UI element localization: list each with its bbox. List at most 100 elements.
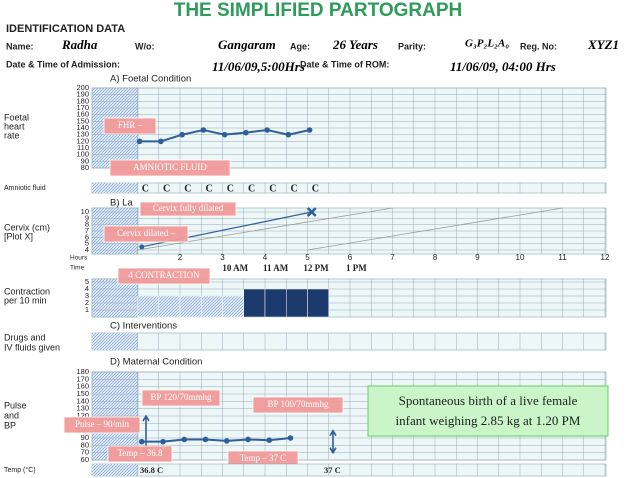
axis-label: BP: [4, 420, 16, 430]
note-text: BP 120/70mmhg: [151, 392, 212, 402]
axis-label: IV fluids given: [4, 342, 60, 352]
fhr-point: [179, 131, 185, 138]
time-label: 1 PM: [346, 263, 367, 273]
label: Date & Time of ROM:: [300, 59, 389, 69]
note-text: Temp – 36.8: [117, 448, 163, 458]
tick-label: 170: [76, 103, 89, 112]
drugs-row: [91, 332, 607, 351]
amniotic-value: C: [206, 183, 213, 194]
hour-label: 8: [433, 253, 438, 262]
temp-value: 37 C: [324, 465, 341, 475]
label: Date & Time of Admission:: [6, 59, 120, 69]
tick-label: 160: [76, 110, 89, 119]
label: Name:: [6, 41, 34, 51]
pulse-line: [141, 437, 291, 443]
note-box: [252, 396, 344, 414]
tick-label: 130: [76, 404, 89, 413]
tick-label: 140: [76, 123, 89, 132]
bp-arrow: [329, 429, 337, 455]
birth-box: [367, 385, 609, 437]
hour-label: 3: [220, 253, 225, 262]
fhr-point: [264, 127, 270, 133]
axis-label: Contraction: [4, 286, 50, 296]
fhr-point: [200, 127, 207, 133]
value: 26 Years: [332, 37, 378, 52]
note-box: [63, 416, 141, 434]
contraction-bar: [222, 295, 244, 318]
birth-text: infant weighing 2.85 kg at 1.20 PM: [396, 413, 581, 428]
tick-label: 7: [85, 226, 89, 235]
tick-label: 150: [76, 116, 89, 125]
amniotic-value: C: [291, 183, 298, 194]
contraction-bar: [307, 288, 329, 318]
tick-label: 5: [85, 239, 89, 248]
section-heading: C) Interventions: [110, 321, 177, 332]
value: G₃P₂L₂A₀: [465, 38, 509, 50]
hour-label: 7: [390, 253, 395, 262]
note-box: [107, 445, 173, 463]
fhr-point: [285, 131, 292, 138]
note-box: [141, 389, 221, 407]
label: Parity:: [398, 41, 426, 51]
note-box: [103, 225, 189, 243]
note-text: 4 CONTRACTION: [128, 270, 200, 280]
tick-label: 160: [76, 382, 89, 391]
cervix-x: [306, 207, 317, 217]
tick-label: 100: [76, 150, 89, 159]
tick-label: 90: [81, 156, 89, 165]
note-box: [103, 117, 157, 135]
tick-label: 170: [76, 374, 89, 383]
hatched-area: [92, 183, 138, 193]
hour-label: 4: [263, 253, 268, 262]
note-text: Pulse – 90/min: [75, 419, 130, 429]
axis-label: Cervix (cm): [4, 222, 50, 232]
tick-label: 180: [76, 96, 89, 105]
value: Gangaram: [218, 37, 276, 52]
label: W/o:: [135, 41, 155, 51]
fhr-point: [221, 131, 228, 138]
contraction-bar: [201, 295, 223, 318]
row-label: Amniotic fluid: [4, 185, 46, 192]
tick-label: 8: [85, 220, 89, 229]
hatched-area: [92, 464, 138, 476]
tick-label: 4: [85, 284, 89, 293]
fhr-point: [306, 127, 313, 133]
tick-label: 80: [81, 440, 89, 449]
axis-label: Drugs and: [4, 332, 46, 342]
tick-label: 190: [76, 90, 89, 99]
pulse-point: [266, 437, 273, 444]
value: XYZ1: [587, 37, 619, 52]
hour-label: 9: [475, 253, 480, 262]
pulse-point: [287, 435, 294, 441]
amniotic-value: C: [163, 183, 170, 194]
note-box: [139, 201, 237, 217]
pulse-point: [160, 438, 166, 445]
tick-label: 70: [81, 448, 89, 457]
birth-text: Spontaneous birth of a live female: [399, 393, 578, 408]
contraction-bar: [286, 288, 308, 318]
tick-label: 120: [76, 411, 89, 420]
tick-label: 2: [85, 298, 89, 307]
title: THE SIMPLIFIED PARTOGRAPH: [174, 0, 463, 21]
fhr-point: [136, 138, 143, 145]
hour-label: 5: [305, 253, 310, 262]
tick-label: 5: [85, 277, 89, 286]
hour-label: 11: [558, 253, 567, 262]
tick-label: 80: [81, 163, 89, 172]
tick-label: 150: [76, 389, 89, 398]
amniotic-value: C: [142, 183, 149, 194]
tick-label: 6: [85, 232, 89, 241]
amniotic-value: C: [312, 183, 319, 194]
pulse-point: [245, 436, 251, 443]
tick-label: 60: [81, 455, 89, 464]
amniotic-value: C: [184, 183, 191, 194]
note-text: Cervix fully dilated: [153, 203, 224, 213]
note-text: AMNIOTIC FLUID: [133, 162, 207, 172]
hour-label: 12: [601, 253, 610, 262]
tick-label: 3: [85, 291, 89, 300]
hatched-area: [91, 278, 139, 318]
cervix-point: [139, 244, 145, 250]
temp-value: 36.8 C: [140, 465, 163, 475]
label: Reg. No:: [520, 41, 557, 51]
